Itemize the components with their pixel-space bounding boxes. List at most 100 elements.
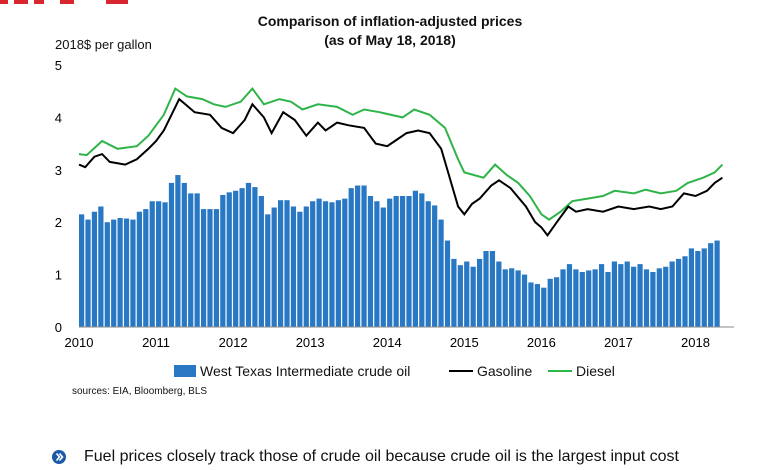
x-tick-label: 2013 [296, 335, 325, 350]
wti-bar [111, 219, 117, 327]
wti-bar [547, 278, 553, 327]
y-tick-label: 1 [55, 268, 62, 283]
wti-bar [618, 264, 624, 327]
wti-bar [303, 206, 309, 327]
wti-bar [592, 269, 598, 327]
wti-bar [355, 185, 361, 327]
wti-bar [675, 258, 682, 327]
wti-bar [252, 187, 258, 327]
wti-bar [361, 185, 367, 327]
wti-bar [573, 269, 579, 327]
wti-bar [162, 202, 168, 327]
x-tick-label: 2014 [373, 335, 402, 350]
wti-bar [79, 214, 85, 327]
wti-bar [136, 211, 142, 327]
wti-bar [425, 201, 431, 327]
wti-bar [708, 243, 714, 327]
wti-bar [637, 264, 643, 327]
legend-swatch-wti [174, 365, 196, 377]
x-tick-label: 2017 [604, 335, 633, 350]
chart-title: Comparison of inflation-adjusted prices [257, 13, 523, 29]
wti-bar [194, 193, 200, 327]
wti-bar [464, 261, 470, 327]
wti-bar [483, 251, 489, 327]
wti-bar [714, 240, 720, 327]
wti-bar [586, 270, 592, 327]
wti-bar [476, 258, 483, 327]
wti-bar [367, 196, 374, 327]
wti-bar [509, 268, 515, 327]
wti-bar [297, 211, 303, 327]
legend-label-wti: West Texas Intermediate crude oil [200, 363, 411, 379]
gasoline-line [78, 97, 723, 237]
wti-bar [650, 271, 656, 327]
wti-bar [310, 201, 316, 327]
wti-bar [534, 284, 540, 327]
y-axis-units-label: 2018$ per gallon [55, 37, 152, 52]
y-tick-label: 0 [55, 320, 62, 335]
wti-bar [130, 219, 136, 327]
wti-bar [682, 256, 688, 327]
wti-bar [188, 193, 194, 327]
wti-bar [598, 264, 605, 327]
wti-bar [200, 209, 207, 327]
legend-item-gasoline: Gasoline [449, 363, 532, 379]
x-tick-label: 2015 [450, 335, 479, 350]
wti-bar [85, 219, 91, 327]
wti-bar [168, 182, 175, 327]
y-tick-label: 2 [55, 215, 62, 230]
wti-bar [489, 251, 496, 327]
wti-bar [258, 196, 264, 327]
top-brand-mark [0, 0, 140, 8]
wti-bar [624, 261, 630, 327]
wti-bar [156, 201, 162, 327]
wti-bar [412, 190, 419, 327]
chevron-right-icon [52, 450, 66, 464]
wti-bar [701, 248, 707, 327]
wti-bar [656, 268, 662, 327]
diesel-line [78, 87, 724, 221]
y-tick-label: 4 [55, 110, 62, 125]
x-tick-label: 2018 [681, 335, 710, 350]
wti-bar [316, 198, 322, 327]
wti-bar [554, 277, 560, 327]
x-tick-label: 2016 [527, 335, 556, 350]
wti-bar [322, 201, 329, 327]
y-tick-label: 3 [55, 163, 62, 178]
wti-bar [695, 251, 701, 327]
wti-bar [393, 196, 399, 327]
wti-bar [117, 218, 123, 327]
wti-bar [432, 205, 438, 327]
wti-bar [245, 182, 252, 327]
wti-bar [271, 207, 277, 327]
wti-bar [181, 182, 187, 327]
wti-bar [342, 198, 348, 327]
y-tick-labels: 0 1 2 3 4 5 [55, 58, 62, 335]
wti-bar [91, 211, 98, 327]
wti-bar [451, 258, 457, 327]
wti-bar [220, 194, 226, 327]
wti-bar [149, 201, 155, 327]
legend-swatch-gasoline [449, 370, 473, 372]
chart-legend: West Texas Intermediate crude oil Gasoli… [0, 359, 780, 383]
legend-swatch-diesel [548, 370, 572, 372]
sources-note: sources: EIA, Bloomberg, BLS [72, 386, 208, 397]
chart-subtitle: (as of May 18, 2018) [324, 32, 456, 48]
wti-bar [521, 274, 528, 327]
wti-bar [233, 190, 239, 327]
wti-bar [663, 266, 669, 327]
wti-bar [457, 265, 463, 327]
wti-bar [579, 271, 585, 327]
wti-bar [104, 222, 110, 327]
wti-bar [566, 264, 573, 327]
wti-bar [470, 266, 476, 327]
wti-bar [399, 196, 406, 327]
wti-bar [98, 206, 104, 327]
wti-bar [387, 198, 393, 327]
wti-bar [406, 196, 412, 327]
wti-bar [611, 261, 617, 327]
wti-bar [239, 188, 245, 327]
wti-bar [123, 218, 130, 327]
wti-bar [226, 192, 232, 327]
